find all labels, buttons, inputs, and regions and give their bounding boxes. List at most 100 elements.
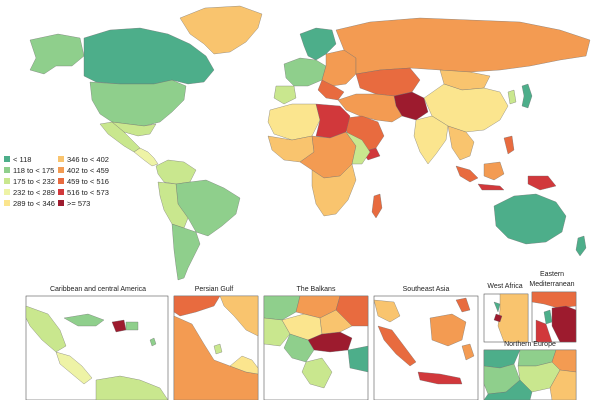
legend-label: 175 to < 232 xyxy=(13,177,55,186)
region-north-africa-west xyxy=(267,103,321,141)
legend-item: 118 to < 175 xyxy=(4,166,54,175)
region-southern-africa xyxy=(311,163,357,217)
inset-region xyxy=(347,345,369,373)
inset-caribbean-central-america: Caribbean and central America xyxy=(25,286,169,401)
region-russia xyxy=(335,17,591,75)
region-japan xyxy=(521,83,533,109)
region-horn-of-africa xyxy=(345,131,371,165)
inset-region xyxy=(263,295,301,321)
region-canada xyxy=(83,27,215,85)
legend-swatch xyxy=(58,189,64,195)
inset-title: Northern Europe xyxy=(504,341,556,348)
region-greenland xyxy=(179,5,263,55)
inset-region xyxy=(125,321,139,331)
legend-item: < 118 xyxy=(4,155,31,164)
legend-item: >= 573 xyxy=(58,199,90,208)
inset-region xyxy=(219,295,259,337)
world-map xyxy=(29,5,591,281)
inset-northern-europe: Northern Europe xyxy=(483,341,577,401)
legend-item: 402 to < 459 xyxy=(58,166,109,175)
region-madagascar xyxy=(371,193,383,219)
legend-item: 516 to < 573 xyxy=(58,188,109,197)
region-india xyxy=(413,115,449,165)
legend-label: < 118 xyxy=(13,155,31,164)
legend-swatch xyxy=(58,167,64,173)
region-argentina-chile xyxy=(171,223,201,281)
inset-region xyxy=(461,343,475,361)
inset-region xyxy=(229,355,259,375)
legend-item: 459 to < 516 xyxy=(58,177,109,186)
inset-persian-gulf: Persian Gulf xyxy=(173,286,259,401)
inset-region xyxy=(455,297,471,313)
legend-swatch xyxy=(4,156,10,162)
inset-region xyxy=(535,319,553,343)
legend-swatch xyxy=(4,200,10,206)
region-western-europe xyxy=(283,57,327,87)
inset-balkans: The Balkans xyxy=(263,286,369,401)
inset-region xyxy=(377,325,417,367)
region-new-guinea xyxy=(527,175,557,191)
inset-region xyxy=(149,337,157,347)
legend-item: 175 to < 232 xyxy=(4,177,55,186)
region-australia xyxy=(493,193,567,245)
inset-region xyxy=(429,313,467,347)
inset-region xyxy=(55,351,93,385)
inset-region xyxy=(417,371,463,385)
legend-label: 118 to < 175 xyxy=(13,166,54,175)
inset-region xyxy=(63,313,105,327)
region-brazil xyxy=(175,179,241,237)
legend-label: 289 to < 346 xyxy=(13,199,55,208)
inset-region xyxy=(263,317,291,347)
inset-title: The Balkans xyxy=(297,286,336,293)
region-java xyxy=(477,183,505,191)
legend-item: 289 to < 346 xyxy=(4,199,55,208)
legend: < 118 118 to < 175 175 to < 232 232 to <… xyxy=(4,155,109,208)
inset-region xyxy=(373,299,401,323)
legend-label: 459 to < 516 xyxy=(67,177,109,186)
legend-label: 402 to < 459 xyxy=(67,166,109,175)
region-alaska xyxy=(29,33,85,75)
inset-region xyxy=(493,301,501,313)
legend-swatch xyxy=(4,167,10,173)
legend-item: 346 to < 402 xyxy=(58,155,109,164)
inset-title: Mediterranean xyxy=(529,281,574,288)
inset-title: Southeast Asia xyxy=(403,286,450,293)
legend-swatch xyxy=(58,178,64,184)
region-colombia-venezuela xyxy=(155,159,197,185)
legend-label: 516 to < 573 xyxy=(67,188,109,197)
inset-region xyxy=(497,293,529,343)
legend-swatch xyxy=(58,200,64,206)
legend-label: 232 to < 289 xyxy=(13,188,55,197)
region-central-america xyxy=(133,147,159,167)
legend-swatch xyxy=(4,178,10,184)
legend-swatch xyxy=(58,156,64,162)
inset-region xyxy=(319,309,353,335)
inset-region xyxy=(543,309,553,325)
legend-label: 346 to < 402 xyxy=(67,155,109,164)
legend-item: 232 to < 289 xyxy=(4,188,55,197)
region-southeast-asia-mainland xyxy=(447,125,475,161)
region-usa-south xyxy=(111,121,157,137)
region-sumatra xyxy=(455,165,479,183)
inset-southeast-asia: Southeast Asia xyxy=(373,286,479,401)
region-borneo xyxy=(483,161,505,181)
region-korea xyxy=(507,89,517,105)
inset-west-africa: West Africa xyxy=(483,283,529,343)
region-new-zealand xyxy=(575,235,587,257)
inset-eastern-mediterranean: Eastern Mediterranean xyxy=(529,271,577,343)
inset-title: Caribbean and central America xyxy=(50,286,146,293)
region-philippines xyxy=(503,135,515,155)
legend-label: >= 573 xyxy=(67,199,90,208)
legend-swatch xyxy=(4,189,10,195)
inset-region xyxy=(493,313,503,323)
inset-region xyxy=(551,305,577,343)
inset-title: Eastern xyxy=(540,271,564,278)
region-usa xyxy=(89,79,187,127)
inset-region xyxy=(335,295,369,327)
inset-region xyxy=(213,343,223,355)
region-turkey-iran xyxy=(337,93,403,123)
region-iberia xyxy=(273,85,297,105)
inset-title: West Africa xyxy=(487,283,522,290)
region-eastern-europe xyxy=(321,49,357,87)
